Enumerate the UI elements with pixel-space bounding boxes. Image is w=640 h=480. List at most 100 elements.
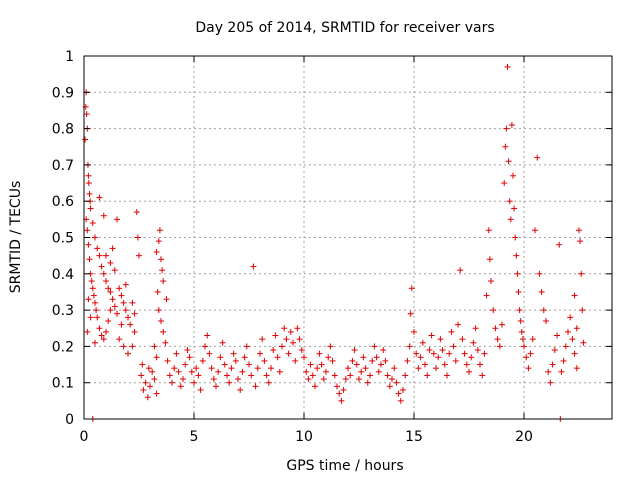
data-point xyxy=(217,354,224,361)
data-point xyxy=(362,365,369,372)
data-point xyxy=(86,190,93,197)
data-point xyxy=(369,357,376,364)
data-point xyxy=(391,365,398,372)
data-point xyxy=(511,205,518,212)
data-point xyxy=(488,278,494,285)
data-point xyxy=(127,321,134,328)
data-point xyxy=(155,238,162,245)
data-point xyxy=(87,314,94,321)
data-point xyxy=(494,336,501,343)
data-point xyxy=(215,368,222,375)
data-point xyxy=(125,314,131,321)
data-point xyxy=(138,372,145,379)
y-tick-label: 0.9 xyxy=(52,85,74,101)
data-points xyxy=(82,63,587,422)
data-point xyxy=(301,354,307,361)
data-point xyxy=(206,350,213,357)
data-point xyxy=(125,350,131,357)
data-point xyxy=(272,332,279,339)
data-point xyxy=(270,347,277,354)
data-point xyxy=(177,383,184,390)
data-point xyxy=(160,328,167,335)
data-point xyxy=(452,357,459,364)
data-point xyxy=(94,245,101,252)
data-point xyxy=(221,361,228,368)
data-point xyxy=(96,252,103,259)
data-point xyxy=(417,354,424,361)
data-point xyxy=(560,357,567,364)
data-point xyxy=(87,205,94,212)
data-point xyxy=(193,365,200,372)
data-point xyxy=(149,368,156,375)
data-point xyxy=(400,386,406,393)
data-point xyxy=(413,350,420,357)
data-point xyxy=(562,343,569,350)
data-point xyxy=(312,383,318,390)
data-point xyxy=(173,350,180,357)
data-point xyxy=(268,365,274,372)
data-point xyxy=(569,336,576,343)
axis-ticks: 00.10.20.30.40.50.60.70.80.910 5 10 15 20 xyxy=(52,49,612,445)
data-point xyxy=(483,292,490,299)
data-point xyxy=(358,368,365,375)
data-point xyxy=(224,372,230,379)
data-point xyxy=(407,310,414,317)
data-point xyxy=(235,376,241,383)
data-point xyxy=(103,328,109,335)
data-point xyxy=(389,376,395,383)
x-axis-label: GPS time / hours xyxy=(286,458,403,474)
data-point xyxy=(136,252,142,259)
data-point xyxy=(382,357,389,364)
data-point xyxy=(336,390,343,397)
data-point xyxy=(573,365,580,372)
data-point xyxy=(477,361,483,368)
data-point xyxy=(197,386,204,393)
data-point xyxy=(158,256,164,263)
data-point xyxy=(472,325,479,332)
data-point xyxy=(430,350,437,357)
data-point xyxy=(83,111,90,118)
data-point xyxy=(551,347,558,354)
data-point xyxy=(360,354,367,361)
data-point xyxy=(131,310,138,317)
data-point xyxy=(384,372,391,379)
data-point xyxy=(261,357,268,364)
data-point xyxy=(89,285,96,292)
data-point xyxy=(397,397,404,404)
data-point xyxy=(404,357,411,364)
data-point xyxy=(527,350,534,357)
data-point xyxy=(439,347,446,354)
data-point xyxy=(82,136,89,143)
y-tick-label: 0.4 xyxy=(52,267,74,283)
y-tick-label: 0.1 xyxy=(52,376,74,392)
data-point xyxy=(129,343,136,350)
data-point xyxy=(525,365,532,372)
y-tick-label: 1 xyxy=(65,49,74,65)
data-point xyxy=(107,307,114,314)
data-point xyxy=(122,307,129,314)
data-point xyxy=(378,361,384,368)
data-point xyxy=(281,325,288,332)
data-point xyxy=(145,365,152,372)
data-point xyxy=(318,361,325,368)
data-point xyxy=(342,376,349,383)
data-point xyxy=(158,317,164,324)
data-point xyxy=(134,234,141,241)
data-point xyxy=(345,365,351,372)
data-point xyxy=(191,379,197,386)
data-point xyxy=(481,350,488,357)
data-point xyxy=(164,357,171,364)
data-point xyxy=(516,307,523,314)
data-point xyxy=(444,372,450,379)
data-point xyxy=(154,288,161,295)
data-point xyxy=(213,383,219,390)
y-tick-label: 0.7 xyxy=(52,158,74,174)
data-point xyxy=(153,249,160,256)
data-point xyxy=(327,343,334,350)
data-point xyxy=(356,376,362,383)
x-tick-label: 10 xyxy=(295,429,313,445)
data-point xyxy=(175,368,182,375)
data-point xyxy=(142,379,149,386)
y-tick-label: 0.8 xyxy=(52,122,74,138)
data-point xyxy=(490,307,497,314)
